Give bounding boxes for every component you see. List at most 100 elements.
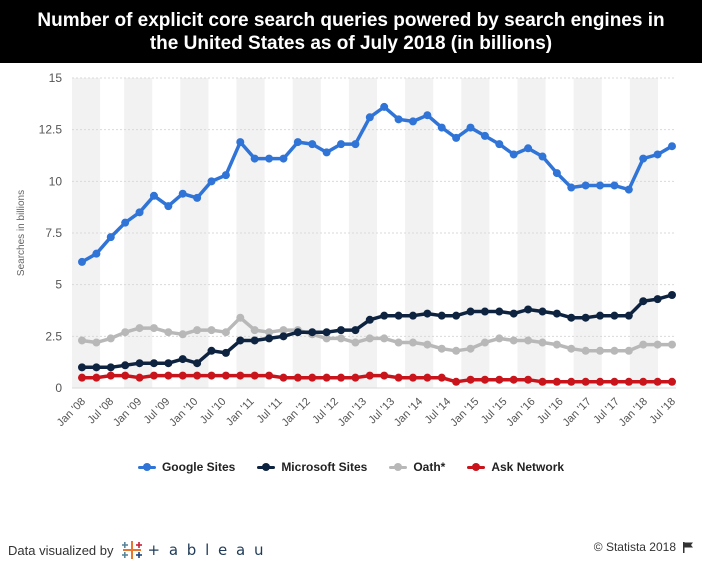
data-point-oath	[221, 328, 230, 337]
data-point-google-sites	[653, 150, 662, 159]
data-point-google-sites	[121, 218, 130, 227]
statista-credit[interactable]: © Statista 2018	[594, 540, 694, 554]
data-point-oath	[437, 344, 446, 353]
data-point-microsoft-sites	[293, 328, 302, 337]
data-point-ask-network	[524, 375, 533, 384]
data-point-microsoft-sites	[610, 311, 619, 320]
data-point-oath	[164, 328, 173, 337]
data-point-oath	[121, 328, 130, 337]
data-point-oath	[193, 326, 202, 335]
data-point-oath	[207, 326, 216, 335]
data-point-oath	[337, 334, 346, 343]
data-point-microsoft-sites	[365, 315, 374, 324]
data-point-microsoft-sites	[135, 359, 144, 368]
data-point-ask-network	[394, 373, 403, 382]
data-point-oath	[149, 324, 158, 333]
data-point-oath	[394, 338, 403, 347]
y-axis-label: Searches in billions	[16, 190, 27, 276]
x-tick-label: Jul '10	[198, 396, 229, 427]
data-point-microsoft-sites	[221, 348, 230, 357]
data-point-oath	[265, 328, 274, 337]
legend-item-ask-network[interactable]: Ask Network	[467, 460, 564, 474]
data-point-google-sites	[193, 193, 202, 202]
data-point-microsoft-sites	[351, 326, 360, 335]
data-point-microsoft-sites	[567, 313, 576, 322]
data-point-microsoft-sites	[509, 309, 518, 318]
data-point-google-sites	[293, 138, 302, 147]
data-point-google-sites	[596, 181, 605, 190]
data-point-ask-network	[538, 377, 547, 386]
legend-swatch	[137, 462, 156, 472]
data-point-oath	[236, 313, 245, 322]
data-point-ask-network	[164, 371, 173, 380]
data-point-ask-network	[92, 373, 101, 382]
data-point-microsoft-sites	[308, 328, 317, 337]
x-tick-label: Jan '14	[392, 396, 425, 429]
data-point-oath	[495, 334, 504, 343]
y-tick-label: 5	[55, 278, 62, 292]
data-point-ask-network	[596, 377, 605, 386]
data-point-microsoft-sites	[538, 307, 547, 316]
y-tick-label: 10	[49, 174, 63, 188]
legend-item-oath[interactable]: Oath*	[389, 460, 445, 474]
legend-item-microsoft-sites[interactable]: Microsoft Sites	[257, 460, 367, 474]
data-point-oath	[466, 344, 475, 353]
x-tick-label: Jan '17	[561, 396, 594, 429]
flag-icon[interactable]	[682, 541, 694, 553]
data-point-google-sites	[480, 131, 489, 140]
data-point-oath	[365, 334, 374, 343]
data-point-oath	[596, 346, 605, 355]
data-point-google-sites	[322, 148, 331, 157]
data-point-oath	[92, 338, 101, 347]
data-point-ask-network	[106, 371, 115, 380]
tableau-wordmark: + a b l e a u	[147, 541, 266, 559]
data-point-google-sites	[265, 154, 274, 163]
legend-swatch	[467, 462, 486, 472]
legend-label: Oath*	[413, 460, 446, 474]
data-point-microsoft-sites	[380, 311, 389, 320]
data-point-microsoft-sites	[193, 359, 202, 368]
data-point-microsoft-sites	[322, 328, 331, 337]
data-point-google-sites	[495, 140, 504, 149]
data-point-google-sites	[624, 185, 633, 194]
tableau-credit[interactable]: Data visualized by + a b l e a u	[8, 538, 266, 562]
data-point-microsoft-sites	[668, 291, 676, 299]
data-point-google-sites	[552, 169, 561, 178]
data-point-ask-network	[121, 371, 130, 380]
x-tick-label: Jan '18	[617, 396, 650, 429]
data-point-ask-network	[466, 375, 475, 384]
data-point-oath	[380, 334, 389, 343]
data-point-microsoft-sites	[423, 309, 432, 318]
data-point-microsoft-sites	[394, 311, 403, 320]
data-point-ask-network	[293, 373, 302, 382]
data-point-google-sites	[380, 102, 389, 111]
legend-swatch	[257, 462, 276, 472]
data-point-ask-network	[610, 377, 619, 386]
x-tick-label: Jul '18	[647, 396, 678, 427]
data-point-ask-network	[207, 371, 216, 380]
data-point-ask-network	[279, 373, 288, 382]
data-point-ask-network	[221, 371, 230, 380]
data-point-google-sites	[279, 154, 288, 163]
y-tick-label: 0	[55, 381, 62, 395]
data-point-ask-network	[380, 371, 389, 380]
data-point-google-sites	[337, 140, 346, 149]
data-point-microsoft-sites	[495, 307, 504, 316]
data-point-microsoft-sites	[624, 311, 633, 320]
data-point-google-sites	[308, 140, 317, 149]
chart-title-bar: Number of explicit core search queries p…	[0, 0, 702, 63]
legend-label: Microsoft Sites	[281, 460, 368, 474]
x-tick-label: Jan '09	[111, 396, 144, 429]
data-point-ask-network	[236, 371, 245, 380]
legend-item-google-sites[interactable]: Google Sites	[137, 460, 235, 474]
x-tick-label: Jan '16	[504, 396, 537, 429]
data-point-google-sites	[524, 144, 533, 153]
data-point-oath	[524, 336, 533, 345]
data-point-ask-network	[351, 373, 360, 382]
data-point-microsoft-sites	[524, 305, 533, 314]
data-point-microsoft-sites	[149, 359, 158, 368]
data-point-google-sites	[164, 202, 173, 211]
data-point-oath	[322, 334, 331, 343]
y-tick-label: 2.5	[45, 329, 62, 343]
data-point-oath	[668, 340, 676, 349]
